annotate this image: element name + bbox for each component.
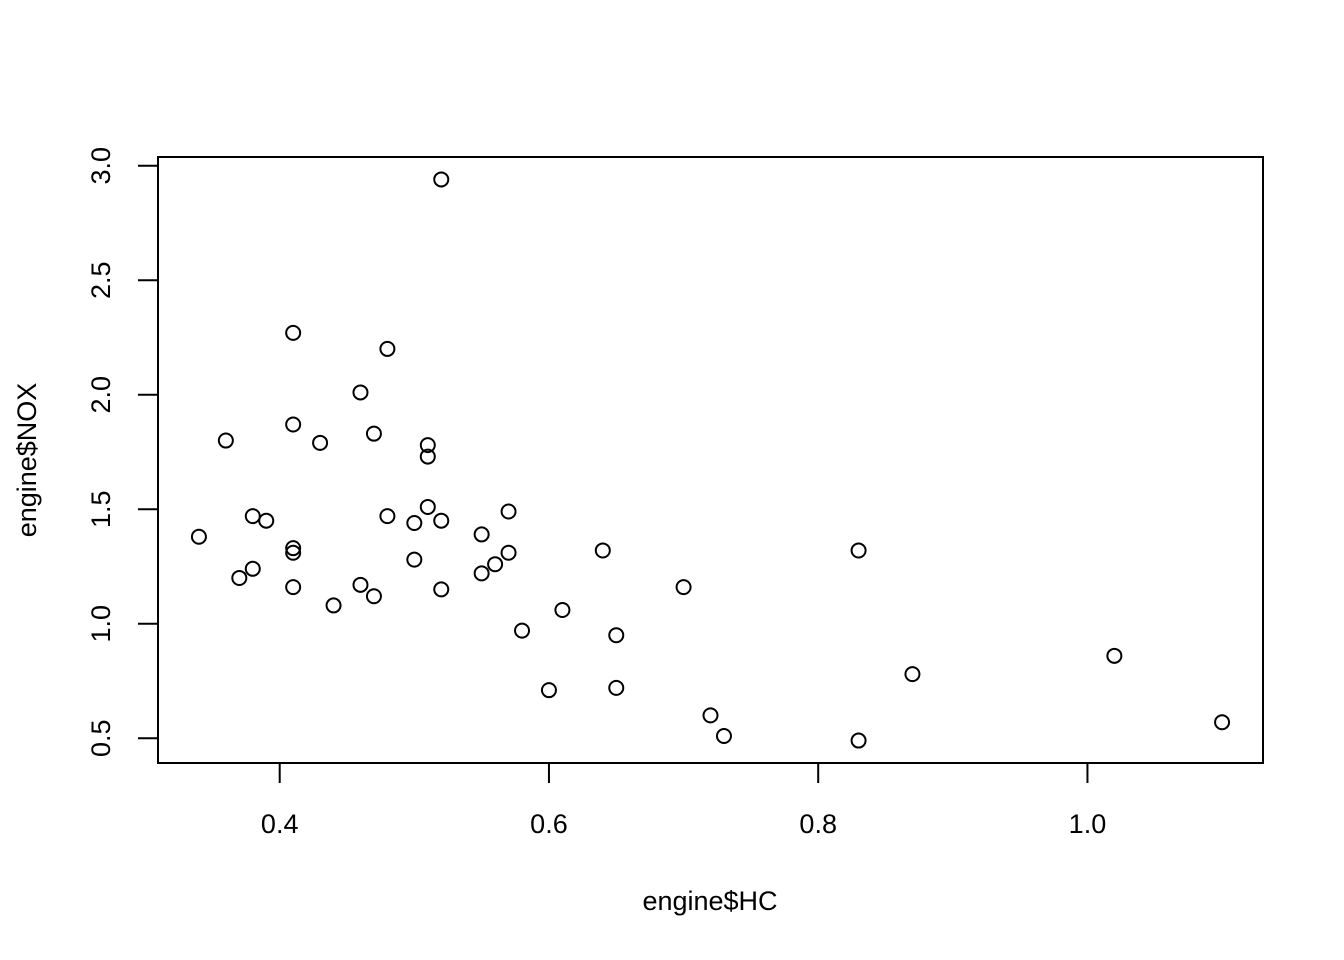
- point: [190, 528, 207, 545]
- x-axis-label: engine$HC: [642, 886, 777, 916]
- point: [473, 565, 490, 582]
- point: [1106, 647, 1123, 664]
- point: [904, 666, 921, 683]
- point: [433, 512, 450, 529]
- point: [433, 581, 450, 598]
- point: [419, 437, 436, 454]
- x-tick-label: 0.6: [530, 809, 568, 839]
- y-tick-label: 1.5: [86, 490, 116, 528]
- y-tick-label: 3.0: [86, 147, 116, 185]
- x-tick-label: 0.8: [799, 809, 837, 839]
- point: [285, 579, 302, 596]
- point: [379, 508, 396, 525]
- point: [406, 551, 423, 568]
- point: [352, 576, 369, 593]
- point: [850, 542, 867, 559]
- point: [285, 416, 302, 433]
- point: [433, 171, 450, 188]
- x-tick-label: 1.0: [1069, 809, 1107, 839]
- point: [365, 425, 382, 442]
- point: [554, 602, 571, 619]
- y-tick-label: 2.0: [86, 376, 116, 414]
- point: [352, 384, 369, 401]
- y-axis-label: engine$NOX: [12, 383, 42, 538]
- point: [285, 544, 302, 561]
- point: [715, 727, 732, 744]
- point: [217, 432, 234, 449]
- point: [325, 597, 342, 614]
- point: [487, 556, 504, 573]
- point: [500, 544, 517, 561]
- x-tick-label: 0.4: [261, 809, 299, 839]
- point: [675, 579, 692, 596]
- point: [514, 622, 531, 639]
- point: [473, 526, 490, 543]
- point: [702, 707, 719, 724]
- point: [500, 503, 517, 520]
- point: [419, 498, 436, 515]
- point: [285, 540, 302, 557]
- point: [608, 679, 625, 696]
- point: [285, 324, 302, 341]
- point: [379, 340, 396, 357]
- point: [365, 588, 382, 605]
- point: [258, 512, 275, 529]
- point: [608, 627, 625, 644]
- y-tick-label: 0.5: [86, 719, 116, 757]
- point: [540, 682, 557, 699]
- y-tick-label: 1.0: [86, 605, 116, 643]
- point: [594, 542, 611, 559]
- point: [406, 514, 423, 531]
- point: [231, 569, 248, 586]
- point: [850, 732, 867, 749]
- point: [312, 434, 329, 451]
- point: [1214, 714, 1231, 731]
- y-tick-label: 2.5: [86, 261, 116, 299]
- point: [419, 448, 436, 465]
- point: [244, 560, 261, 577]
